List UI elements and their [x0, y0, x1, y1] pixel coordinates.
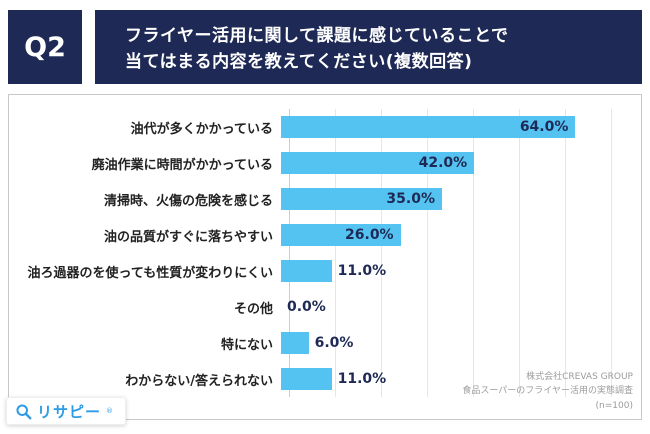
category-label: 特にない: [220, 337, 273, 353]
bar-track: 11.0%: [281, 368, 603, 390]
category-label: その他: [233, 301, 273, 317]
value-label: 26.0%: [345, 227, 394, 243]
bar-row: 油ろ過器のを使っても性質が変わりにくい 11.0%: [9, 253, 641, 289]
category-label: 清掃時、火傷の危険を感じる: [103, 193, 273, 209]
gridline: [427, 109, 428, 397]
header: Q2 フライヤー活用に関して課題に感じていることで 当てはまる内容を教えてくださ…: [0, 0, 650, 84]
gridline: [381, 109, 382, 397]
source-survey: 食品スーパーのフライヤー活用の実態調査: [462, 386, 633, 397]
question-title-line1: フライヤー活用に関して課題に感じていることで: [125, 26, 509, 46]
magnifier-icon: [15, 403, 32, 420]
gridline: [473, 109, 474, 397]
bar-track: 0.0%: [281, 296, 603, 318]
bar-row: 特にない 6.0%: [9, 325, 641, 361]
bar-row: 油の品質がすぐに落ちやすい 26.0%: [9, 217, 641, 253]
bar-row: 清掃時、火傷の危険を感じる 35.0%: [9, 181, 641, 217]
bar-track: 42.0%: [281, 152, 603, 174]
bar: [281, 152, 475, 174]
chart-container: 油代が多くかかっている 64.0% 廃油作業に時間がかかっている 42.0% 清掃時、火…: [8, 94, 642, 420]
brand-logo-text: リサピー: [37, 402, 102, 421]
bar-track: 6.0%: [281, 332, 603, 354]
bar: [281, 260, 332, 282]
bar: [281, 116, 576, 138]
category-label: 油ろ過器のを使っても性質が変わりにくい: [27, 265, 273, 281]
bar: [281, 224, 401, 246]
source-sample: (n=100): [595, 400, 633, 411]
bar-row: その他 0.0%: [9, 289, 641, 325]
gridline: [565, 109, 566, 397]
gridline: [335, 109, 336, 397]
gridline: [611, 109, 612, 397]
category-label: 油代が多くかかっている: [130, 121, 273, 137]
category-label: わからない/答えられない: [125, 373, 273, 389]
brand-logo: リサピー ®: [6, 397, 127, 425]
value-label: 64.0%: [519, 119, 569, 135]
bar-row: わからない/答えられない 11.0%: [9, 361, 641, 397]
value-label: 0.0%: [287, 299, 326, 315]
bar: [281, 368, 332, 390]
value-label: 6.0%: [314, 335, 354, 351]
bar-track: 26.0%: [281, 224, 603, 246]
question-title-line2: 当てはまる内容を教えてください(複数回答): [125, 52, 473, 73]
source-note: 株式会社CREVAS GROUP 食品スーパーのフライヤー活用の実態調査 (n=…: [462, 370, 633, 413]
bar-row: 油代が多くかかっている 64.0%: [9, 109, 641, 145]
bar-track: 11.0%: [281, 260, 603, 282]
bar-track: 35.0%: [281, 188, 603, 210]
source-company: 株式会社CREVAS GROUP: [526, 371, 633, 382]
bar-track: 64.0%: [281, 116, 603, 138]
value-label: 11.0%: [337, 371, 387, 387]
bar: [281, 188, 442, 210]
question-title: フライヤー活用に関して課題に感じていることで 当てはまる内容を教えてください(複…: [95, 10, 642, 84]
bar-row: 廃油作業に時間がかかっている 42.0%: [9, 145, 641, 181]
value-label: 42.0%: [418, 155, 468, 171]
category-label: 油の品質がすぐに落ちやすい: [103, 229, 273, 245]
grid-layer: [289, 109, 612, 397]
bar-rows: 油代が多くかかっている 64.0% 廃油作業に時間がかかっている 42.0% 清掃時、火…: [9, 95, 641, 397]
value-label: 11.0%: [337, 263, 387, 279]
question-number-badge: Q2: [8, 10, 82, 84]
gridline: [289, 109, 290, 397]
value-label: 35.0%: [386, 191, 435, 207]
gridline: [519, 109, 520, 397]
bar: [281, 332, 309, 354]
category-label: 廃油作業に時間がかかっている: [91, 157, 273, 173]
brand-logo-registered-mark: ®: [106, 407, 114, 415]
